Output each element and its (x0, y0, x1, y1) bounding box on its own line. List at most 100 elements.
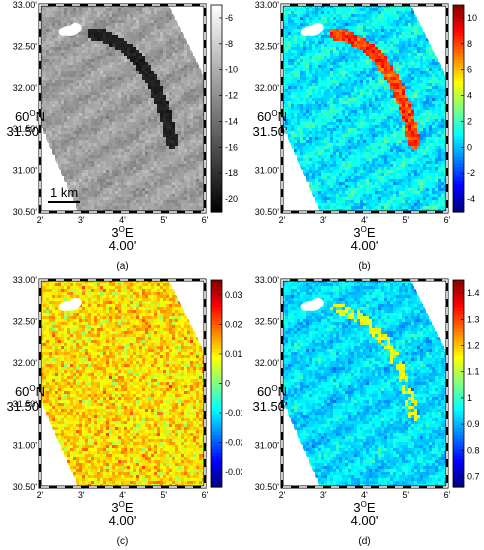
x-tick-label: 5' (402, 215, 409, 225)
platform-marker (300, 297, 324, 311)
panel-b: 33.00' 32.50' 32.00' 31.00' 30.50'2' 3' 4' 5' 6'… (252, 0, 477, 272)
colorbar-b: 10 8 6 4 2 0 -2 -4 (452, 4, 477, 213)
panel-d: 33.00' 32.50' 32.00' 31.00' 30.50'2' 3' 4' 5' 6'… (252, 275, 480, 547)
y-tick-label: 32.50' (13, 41, 38, 51)
colorbar-tick-label: 0.7 (467, 472, 480, 482)
x-tick-label: 4' (119, 490, 126, 500)
x-tick-label: 3' (78, 215, 85, 225)
x-tick-label: 4' (361, 490, 368, 500)
colorbar-tick-label: -20 (225, 194, 238, 204)
x-tick-label: 2' (279, 215, 286, 225)
scale-bar: 1 km (48, 185, 80, 203)
colorbar-tick-label: -18 (225, 168, 238, 178)
colorbar-tick-label: -10 (225, 65, 238, 75)
lat-minutes-label: 31.50' (6, 124, 41, 139)
platform-marker (58, 297, 82, 311)
colorbar-tick-label: 1.3 (467, 314, 480, 324)
panel-caption: (a) (116, 261, 128, 272)
y-tick-label: 31.00' (255, 166, 280, 176)
heatmap-a (40, 5, 205, 212)
colorbar-c: 0.03 0.02 0.01 0 -0.01 -0.02 -0.03 (210, 279, 242, 488)
colorbar-tick-label: 10 (467, 13, 477, 23)
map-frame-dash (281, 279, 448, 488)
colorbar-tick-label: 6 (467, 65, 472, 75)
lat-minutes-label: 31.50' (252, 399, 287, 414)
y-tick-label: 32.00' (13, 358, 38, 368)
platform-marker (58, 22, 82, 36)
map-frame-dash (39, 279, 206, 488)
lon-minutes-label: 4.00' (109, 513, 137, 528)
lon-minutes-label: 4.00' (351, 513, 379, 528)
platform-marker (300, 22, 324, 36)
lon-minutes-label: 4.00' (351, 238, 379, 253)
heatmap-c (40, 280, 205, 487)
colorbar-tick-label: -2 (467, 168, 475, 178)
lat-label: 60ON (257, 384, 287, 399)
y-tick-label: 31.00' (255, 441, 280, 451)
y-tick-label: 32.00' (13, 83, 38, 93)
colorbar-tick-label: 0.01 (225, 349, 242, 359)
y-tick-label: 33.00' (13, 275, 38, 285)
x-tick-label: 2' (37, 215, 44, 225)
map-frame-dash (39, 4, 206, 213)
x-tick-label: 2' (279, 490, 286, 500)
lat-minutes-label: 31.50' (6, 399, 41, 414)
lat-label: 60ON (15, 384, 45, 399)
colorbar-tick-label: 8 (467, 39, 472, 49)
y-tick-label: 30.50' (255, 482, 280, 492)
colorbar-tick-label: -8 (225, 39, 233, 49)
colorbar-tick-label: 0.03 (225, 290, 242, 300)
colorbar-tick-label: 0.02 (225, 319, 242, 329)
x-tick-label: 5' (160, 215, 167, 225)
x-tick-label: 4' (361, 215, 368, 225)
x-tick-label: 6' (202, 215, 209, 225)
y-tick-label: 33.00' (13, 0, 38, 10)
colorbar-tick-label: -0.02 (225, 438, 242, 448)
x-tick-label: 5' (160, 490, 167, 500)
colorbar-tick-label: 1 (467, 393, 472, 403)
colorbar-tick-label: 0.9 (467, 419, 480, 429)
scale-bar-label: 1 km (50, 185, 78, 200)
colorbar-tick-label: -4 (467, 194, 475, 204)
lon-label: 3OE (353, 225, 375, 240)
heatmap-b (282, 5, 447, 212)
map-frame-dash (281, 4, 448, 213)
y-tick-label: 31.50' (13, 399, 38, 409)
y-tick-label: 32.50' (13, 316, 38, 326)
y-tick-label: 31.50' (13, 124, 38, 134)
panel-c: 33.00' 32.50' 32.00' 31.50' 31.00' 30.50'2' 3'… (6, 275, 242, 547)
x-tick-label: 6' (444, 215, 451, 225)
panel-a: 33.00' 32.50' 32.00' 31.50' 31.00' 30.50'2' 3'… (6, 0, 238, 272)
colorbar-a: -6 -8 -10 -12 -14 -16 -18 -20 (210, 4, 238, 213)
colorbar-tick-label: -0.03 (225, 467, 242, 477)
colorbar-d: 1.4 1.3 1.2 1.1 1 0.9 0.8 0.7 (452, 279, 480, 488)
colorbar-tick-label: -12 (225, 91, 238, 101)
x-tick-label: 6' (202, 490, 209, 500)
y-tick-label: 31.00' (13, 166, 38, 176)
colorbar-tick-label: 1.2 (467, 341, 480, 351)
colorbar-tick-label: -0.01 (225, 408, 242, 418)
colorbar-tick-label: 2 (467, 116, 472, 126)
colorbar-tick-label: 1.4 (467, 288, 480, 298)
lon-minutes-label: 4.00' (109, 238, 137, 253)
colorbar-tick-label: 0.8 (467, 445, 480, 455)
colorbar-tick-label: 0 (467, 142, 472, 152)
x-tick-label: 5' (402, 490, 409, 500)
heatmap-d (282, 280, 447, 487)
lon-label: 3OE (353, 500, 375, 515)
x-tick-label: 2' (37, 490, 44, 500)
y-tick-label: 30.50' (13, 482, 38, 492)
y-tick-label: 32.00' (255, 358, 280, 368)
y-tick-label: 32.50' (255, 41, 280, 51)
x-tick-label: 6' (444, 490, 451, 500)
panel-caption: (b) (358, 261, 370, 272)
lat-label: 60ON (15, 109, 45, 124)
colorbar-tick-label: -16 (225, 142, 238, 152)
lat-label: 60ON (257, 109, 287, 124)
colorbar-tick-label: 0 (225, 379, 230, 389)
y-tick-label: 31.00' (13, 441, 38, 451)
lat-minutes-label: 31.50' (252, 124, 287, 139)
x-tick-label: 3' (78, 490, 85, 500)
lon-label: 3OE (111, 225, 133, 240)
y-tick-label: 32.00' (255, 83, 280, 93)
